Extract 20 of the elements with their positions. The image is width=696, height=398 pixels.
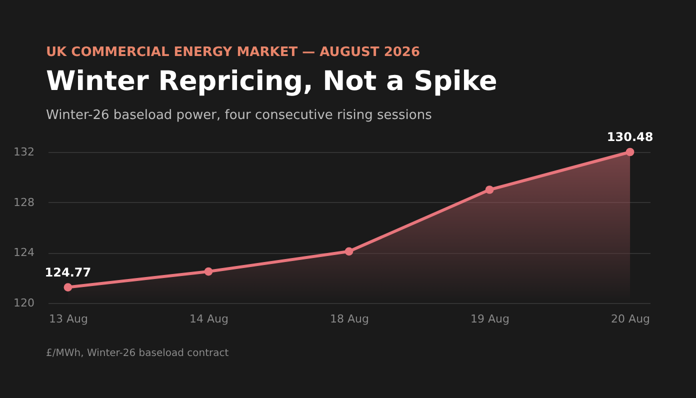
chart-subtitle: Winter-26 baseload power, four consecutive rising sessions: [46, 108, 432, 123]
text: £/MWh, Winter-26 baseload contract: [46, 348, 229, 359]
x-tick-label: 14 Aug: [189, 312, 228, 326]
y-tick-label: 128: [14, 196, 34, 209]
y-tick-label: 132: [14, 146, 34, 158]
y-tick-label: 120: [14, 296, 34, 310]
annotation: 124.77: [44, 265, 92, 280]
x-tick-label: 18 Aug: [330, 312, 369, 326]
x-tick-label: 19 Aug: [470, 312, 510, 326]
point: [344, 247, 354, 256]
point: [626, 148, 634, 156]
point: [485, 186, 494, 194]
y-tick-label: 124: [14, 246, 34, 260]
point: [204, 267, 213, 276]
chart-title: Winter Repricing, Not a Spike: [46, 66, 498, 97]
text: UK COMMERCIAL ENERGY MARKET — AUGUST 2026: [46, 45, 420, 60]
annotation: 130.48: [606, 130, 654, 144]
point: [64, 283, 72, 292]
x-tick-label: 20 Aug: [611, 312, 650, 326]
x-tick-label: 13 Aug: [48, 312, 88, 326]
